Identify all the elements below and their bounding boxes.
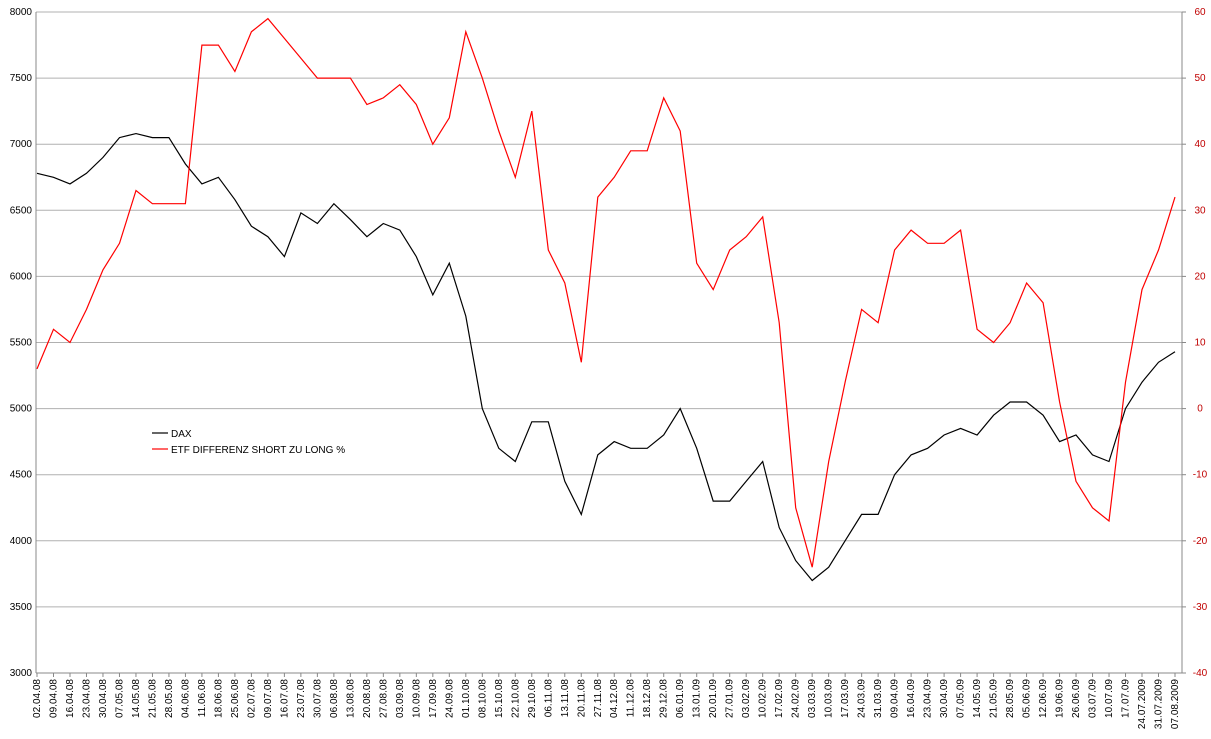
x-tick-label: 20.11.08 [576, 679, 587, 718]
x-tick-label: 31.03.09 [873, 679, 884, 718]
x-tick-label: 14.05.09 [972, 679, 983, 718]
x-tick-label: 13.11.08 [560, 679, 571, 718]
x-tick-label: 10.03.09 [824, 679, 835, 718]
y2-tick-label: -30 [1193, 602, 1208, 613]
x-tick-label: 07.08.2009 [1170, 679, 1181, 729]
x-tick-label: 15.10.08 [494, 679, 505, 718]
x-tick-label: 24.02.09 [791, 679, 802, 718]
y2-tick-label: 0 [1197, 404, 1203, 415]
x-tick-label: 17.02.09 [774, 679, 785, 718]
y-tick-label: 4500 [10, 470, 33, 481]
x-tick-label: 29.10.08 [527, 679, 538, 718]
y-tick-label: 3500 [10, 602, 33, 613]
y2-tick-label: -20 [1193, 536, 1208, 547]
x-tick-label: 08.10.08 [477, 679, 488, 718]
x-tick-label: 23.04.09 [923, 679, 934, 718]
x-tick-label: 27.08.08 [378, 679, 389, 718]
x-tick-label: 20.08.08 [362, 679, 373, 718]
y2-tick-label: -10 [1193, 470, 1208, 481]
x-tick-label: 24.09.08 [444, 679, 455, 718]
x-tick-label: 03.02.09 [741, 679, 752, 718]
x-tick-label: 29.12.08 [659, 679, 670, 718]
x-tick-label: 30.04.09 [939, 679, 950, 718]
x-tick-label: 06.01.09 [675, 679, 686, 718]
y-tick-label: 6500 [10, 205, 33, 216]
y2-tick-label: 30 [1194, 205, 1206, 216]
x-tick-label: 06.08.08 [329, 679, 340, 718]
x-tick-label: 27.01.09 [725, 679, 736, 718]
y2-tick-label: 60 [1194, 7, 1206, 18]
legend-label: DAX [171, 429, 192, 440]
y-tick-label: 4000 [10, 536, 33, 547]
x-tick-label: 04.06.08 [180, 679, 191, 718]
y-tick-label: 3000 [10, 668, 33, 679]
x-tick-label: 23.07.08 [296, 679, 307, 718]
x-tick-label: 03.03.09 [807, 679, 818, 718]
x-tick-label: 01.10.08 [461, 679, 472, 718]
x-tick-label: 24.07.2009 [1137, 679, 1148, 729]
series-line [36, 132, 1176, 582]
y2-tick-label: 10 [1194, 338, 1206, 349]
x-tick-label: 18.12.08 [642, 679, 653, 718]
x-tick-label: 19.06.09 [1055, 679, 1066, 718]
x-tick-label: 13.08.08 [345, 679, 356, 718]
x-tick-label: 16.07.08 [279, 679, 290, 718]
y2-tick-label: 50 [1194, 73, 1206, 84]
x-tick-label: 30.04.08 [98, 679, 109, 718]
y2-tick-label: 40 [1194, 139, 1206, 150]
x-tick-label: 12.06.09 [1038, 679, 1049, 718]
x-tick-label: 02.04.08 [32, 679, 43, 718]
x-tick-label: 28.05.08 [164, 679, 175, 718]
x-tick-label: 20.01.09 [708, 679, 719, 718]
x-tick-label: 25.06.08 [230, 679, 241, 718]
x-tick-label: 04.12.08 [609, 679, 620, 718]
x-tick-label: 26.06.09 [1071, 679, 1082, 718]
x-tick-label: 07.05.08 [114, 679, 125, 718]
x-tick-label: 17.09.08 [428, 679, 439, 718]
x-tick-label: 11.06.08 [197, 679, 208, 718]
x-tick-label: 31.07.2009 [1154, 679, 1165, 729]
x-tick-label: 16.04.09 [906, 679, 917, 718]
x-tick-label: 03.07.09 [1088, 679, 1099, 718]
x-tick-label: 02.07.08 [246, 679, 257, 718]
x-tick-label: 14.05.08 [131, 679, 142, 718]
x-tick-label: 06.11.08 [543, 679, 554, 718]
x-tick-label: 07.05.09 [956, 679, 967, 718]
y-tick-label: 5500 [10, 338, 33, 349]
x-tick-label: 10.09.08 [411, 679, 422, 718]
x-tick-label: 28.05.09 [1005, 679, 1016, 718]
x-tick-label: 10.02.09 [758, 679, 769, 718]
x-tick-label: 17.07.09 [1121, 679, 1132, 718]
x-tick-label: 05.06.09 [1022, 679, 1033, 718]
x-tick-label: 09.07.08 [263, 679, 274, 718]
x-tick-label: 09.04.08 [48, 679, 59, 718]
y-tick-label: 8000 [10, 7, 33, 18]
x-tick-label: 23.04.08 [81, 679, 92, 718]
x-tick-label: 22.10.08 [510, 679, 521, 718]
x-tick-label: 21.05.08 [147, 679, 158, 718]
x-tick-label: 18.06.08 [213, 679, 224, 718]
y2-tick-label: 20 [1194, 271, 1206, 282]
y-tick-label: 5000 [10, 404, 33, 415]
x-tick-label: 10.07.09 [1104, 679, 1115, 718]
x-tick-label: 30.07.08 [312, 679, 323, 718]
y-tick-label: 7000 [10, 139, 33, 150]
y-tick-label: 6000 [10, 271, 33, 282]
x-tick-label: 17.03.09 [840, 679, 851, 718]
y-tick-label: 7500 [10, 73, 33, 84]
x-tick-label: 21.05.09 [989, 679, 1000, 718]
x-tick-label: 13.01.09 [692, 679, 703, 718]
x-tick-label: 09.04.09 [890, 679, 901, 718]
x-tick-label: 24.03.09 [857, 679, 868, 718]
x-tick-label: 27.11.08 [593, 679, 604, 718]
x-tick-label: 03.09.08 [395, 679, 406, 718]
legend-label: ETF DIFFERENZ SHORT ZU LONG % [171, 445, 345, 456]
y2-tick-label: -40 [1193, 668, 1208, 679]
x-tick-label: 16.04.08 [65, 679, 76, 718]
x-tick-label: 11.12.08 [626, 679, 637, 718]
series-line [36, 17, 1176, 568]
